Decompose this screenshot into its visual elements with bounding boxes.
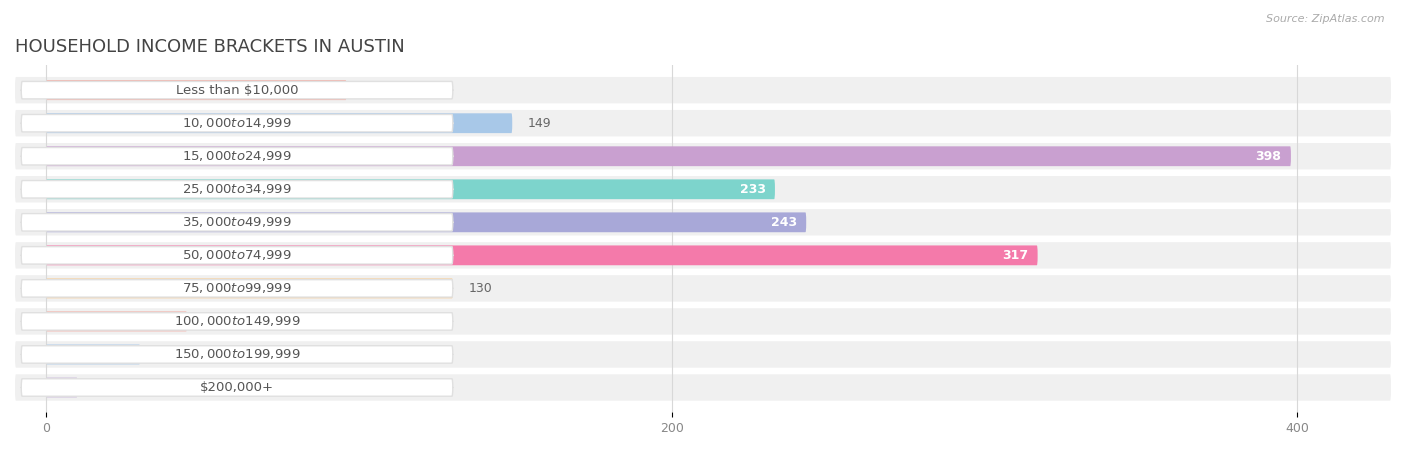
FancyBboxPatch shape <box>15 143 1391 170</box>
FancyBboxPatch shape <box>15 110 1391 136</box>
Text: 10: 10 <box>93 381 110 394</box>
FancyBboxPatch shape <box>15 209 1391 235</box>
FancyBboxPatch shape <box>46 378 77 397</box>
Text: HOUSEHOLD INCOME BRACKETS IN AUSTIN: HOUSEHOLD INCOME BRACKETS IN AUSTIN <box>15 37 405 55</box>
FancyBboxPatch shape <box>21 346 453 363</box>
FancyBboxPatch shape <box>21 313 453 330</box>
Text: Less than $10,000: Less than $10,000 <box>176 84 298 97</box>
FancyBboxPatch shape <box>21 180 453 198</box>
FancyBboxPatch shape <box>21 379 453 396</box>
Text: 398: 398 <box>1256 150 1281 163</box>
FancyBboxPatch shape <box>46 345 141 364</box>
FancyBboxPatch shape <box>15 77 1391 104</box>
FancyBboxPatch shape <box>46 245 1038 265</box>
Text: 30: 30 <box>156 348 172 361</box>
Text: 317: 317 <box>1002 249 1028 262</box>
FancyBboxPatch shape <box>46 180 775 199</box>
FancyBboxPatch shape <box>46 212 806 232</box>
Text: Source: ZipAtlas.com: Source: ZipAtlas.com <box>1267 14 1385 23</box>
Text: 130: 130 <box>468 282 492 295</box>
FancyBboxPatch shape <box>46 146 1291 166</box>
FancyBboxPatch shape <box>21 81 453 99</box>
FancyBboxPatch shape <box>15 275 1391 302</box>
Text: $150,000 to $199,999: $150,000 to $199,999 <box>174 347 301 361</box>
Text: $15,000 to $24,999: $15,000 to $24,999 <box>183 149 292 163</box>
Text: $50,000 to $74,999: $50,000 to $74,999 <box>183 248 292 262</box>
Text: $35,000 to $49,999: $35,000 to $49,999 <box>183 215 292 230</box>
Text: $200,000+: $200,000+ <box>200 381 274 394</box>
FancyBboxPatch shape <box>15 374 1391 400</box>
FancyBboxPatch shape <box>15 176 1391 202</box>
FancyBboxPatch shape <box>15 341 1391 368</box>
Text: $75,000 to $99,999: $75,000 to $99,999 <box>183 281 292 295</box>
FancyBboxPatch shape <box>46 311 187 331</box>
Text: $10,000 to $14,999: $10,000 to $14,999 <box>183 116 292 130</box>
FancyBboxPatch shape <box>21 247 453 264</box>
FancyBboxPatch shape <box>21 148 453 165</box>
FancyBboxPatch shape <box>46 279 453 298</box>
FancyBboxPatch shape <box>15 308 1391 335</box>
Text: $25,000 to $34,999: $25,000 to $34,999 <box>183 182 292 196</box>
Text: $100,000 to $149,999: $100,000 to $149,999 <box>174 315 301 328</box>
Text: 45: 45 <box>202 315 218 328</box>
Text: 149: 149 <box>527 117 551 130</box>
FancyBboxPatch shape <box>46 80 346 100</box>
FancyBboxPatch shape <box>21 114 453 132</box>
FancyBboxPatch shape <box>21 279 453 297</box>
Text: 243: 243 <box>770 216 797 229</box>
FancyBboxPatch shape <box>15 242 1391 269</box>
Text: 233: 233 <box>740 183 765 196</box>
FancyBboxPatch shape <box>21 214 453 231</box>
FancyBboxPatch shape <box>46 113 512 133</box>
Text: 96: 96 <box>363 84 378 97</box>
